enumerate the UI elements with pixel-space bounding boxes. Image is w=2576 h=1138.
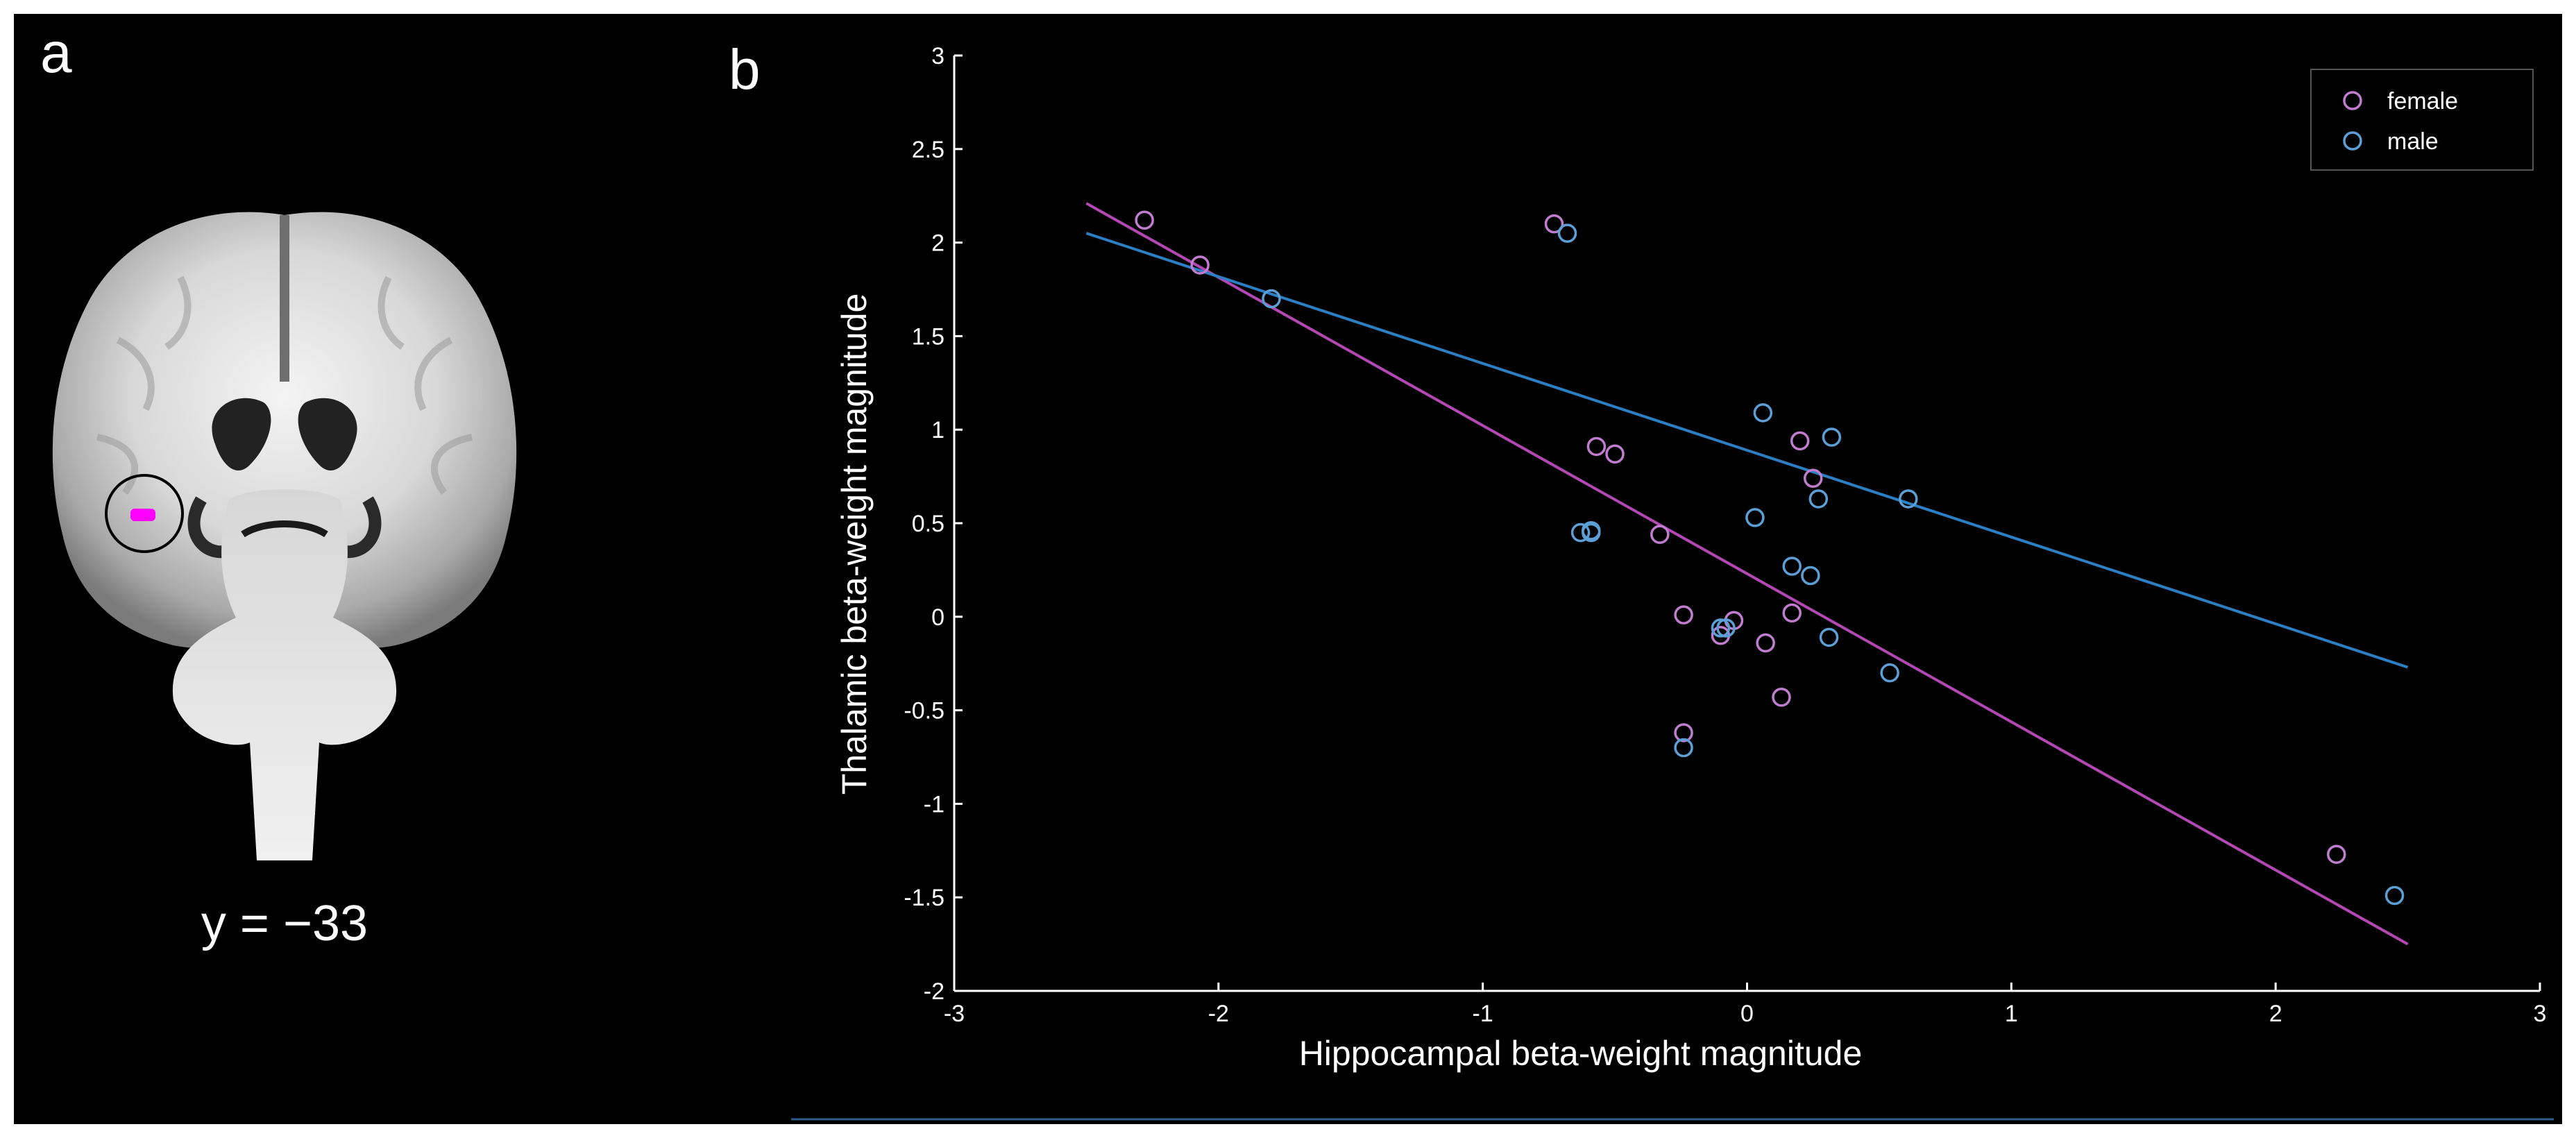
brain-slice-image: [52, 212, 517, 860]
x-tick-label: -3: [944, 1001, 965, 1027]
legend-items: female male: [2343, 88, 2458, 155]
cerebrum: [52, 212, 517, 648]
male-data-point: [1801, 566, 1820, 586]
figure: a: [14, 14, 2562, 1124]
panel-b-label: b: [729, 38, 761, 101]
y-tick-label: 3: [931, 43, 944, 69]
male-data-point: [1674, 738, 1693, 758]
male-data-point: [1711, 618, 1731, 638]
female-legend-label: female: [2387, 88, 2458, 114]
y-tick-label: -1.5: [904, 885, 944, 911]
female-data-point: [1674, 723, 1693, 742]
male-data-point: [1582, 523, 1601, 543]
male-legend-marker: [2343, 131, 2362, 151]
female-data-point: [1803, 468, 1823, 489]
male-data-point: [1745, 508, 1765, 527]
x-tick-label: 2: [2269, 1001, 2282, 1027]
x-tick-label: 0: [1740, 1001, 1754, 1027]
y-tick-label: -1: [924, 791, 944, 817]
male-data-point: [1880, 663, 1899, 683]
sulci: [96, 275, 473, 495]
male-data-point: [1716, 618, 1736, 638]
scatter-chart: -2-1.5-1-0.500.511.522.53 -3 -2 -1 0 1 2 3 Hip…: [791, 43, 2554, 1121]
female-data-point: [1135, 210, 1154, 230]
left-ventricle: [212, 398, 271, 471]
x-tick-label: -1: [1473, 1001, 1493, 1027]
female-data-point: [1650, 525, 1670, 544]
female-data-point: [1586, 436, 1607, 457]
male-data-point: [1822, 427, 1842, 447]
female-data-point: [1605, 444, 1625, 464]
female-data-point: [1544, 214, 1564, 234]
male-data-point: [1819, 627, 1839, 647]
male-data-point: [1753, 403, 1773, 423]
male-data-point: [2384, 885, 2405, 906]
brain-coronal-slice: [42, 173, 527, 867]
female-data-point: [1190, 255, 1210, 275]
hippocampal-roi: [130, 509, 155, 521]
panel-a-label: a: [40, 22, 72, 85]
male-data-point: [1570, 523, 1591, 543]
x-tick-label: 3: [2534, 1001, 2547, 1027]
female-legend-marker: [2343, 91, 2362, 110]
male-data-point: [1782, 557, 1802, 576]
legend-box: [2310, 69, 2534, 171]
female-fit-line: [1085, 202, 2409, 946]
y-tick-label: 0.5: [912, 511, 944, 537]
x-tick-label: 1: [2005, 1001, 2018, 1027]
slice-coordinate-label: y = −33: [201, 896, 368, 951]
right-ventricle: [298, 398, 357, 471]
midbrain-gap: [241, 520, 328, 538]
male-fit-line: [1085, 232, 2409, 669]
male-data-point: [1557, 223, 1577, 243]
female-data-point: [1782, 603, 1802, 623]
y-ticks: -2 -1.5 -1 -0.5 0 0.5 1 1.5 2 2.5 3: [904, 43, 963, 1005]
regression-lines: [1085, 202, 2409, 946]
male-data-point: [1808, 489, 1829, 509]
female-data-point: [1790, 431, 1810, 451]
x-ticks: -3 -2 -1 0 1 2 3: [944, 983, 2547, 1027]
female-data-point: [1756, 633, 1775, 653]
y-axis-title: Thalamic beta-weight magnitude: [835, 294, 874, 795]
y-tick-label: 1: [931, 417, 944, 443]
y-tick-label: 2: [931, 230, 944, 257]
y-tick-label: 1.5: [912, 323, 944, 350]
axes: -2-1.5-1-0.500.511.522.53 -3 -2 -1 0 1 2 3: [904, 43, 2546, 1027]
y-tick-label: 2.5: [912, 137, 944, 163]
roi-circle: [105, 474, 184, 553]
y-tick-label: 0: [931, 604, 944, 631]
x-axis-title: Hippocampal beta-weight magnitude: [1299, 1034, 1863, 1073]
legend: female male: [2310, 69, 2534, 171]
data-points: [1135, 210, 2405, 906]
female-data-point: [2327, 844, 2346, 864]
female-data-point: [1674, 605, 1693, 625]
y-tick-label: -2: [924, 978, 944, 1005]
female-data-point: [1772, 687, 1791, 707]
male-data-point: [1899, 489, 1918, 509]
x-tick-label: -2: [1208, 1001, 1229, 1027]
brainstem-cerebellum: [172, 489, 397, 860]
male-legend-label: male: [2387, 128, 2439, 155]
y-tick-label: -0.5: [904, 698, 944, 724]
male-data-point: [1262, 289, 1281, 309]
